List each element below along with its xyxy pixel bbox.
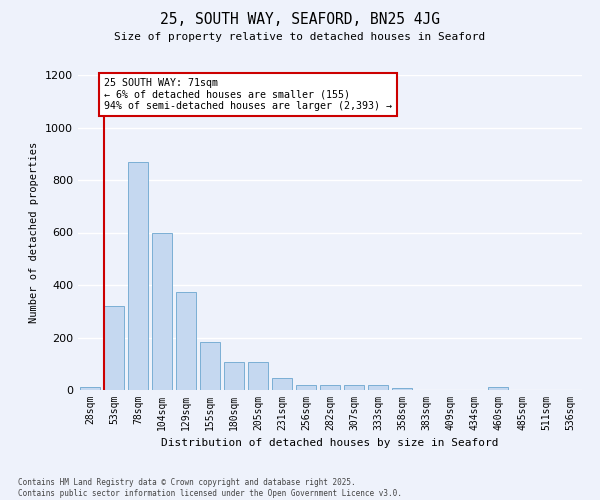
Bar <box>248 362 268 390</box>
Text: 25, SOUTH WAY, SEAFORD, BN25 4JG: 25, SOUTH WAY, SEAFORD, BN25 4JG <box>160 12 440 28</box>
Bar <box>104 306 124 390</box>
Bar <box>296 385 316 390</box>
Bar <box>80 387 100 390</box>
Bar <box>200 342 220 390</box>
Bar <box>488 387 508 390</box>
Bar <box>344 386 364 390</box>
Bar <box>320 386 340 390</box>
X-axis label: Distribution of detached houses by size in Seaford: Distribution of detached houses by size … <box>161 438 499 448</box>
Bar <box>128 162 148 390</box>
Bar <box>152 232 172 390</box>
Bar <box>272 378 292 390</box>
Bar <box>224 362 244 390</box>
Text: Size of property relative to detached houses in Seaford: Size of property relative to detached ho… <box>115 32 485 42</box>
Bar <box>392 388 412 390</box>
Y-axis label: Number of detached properties: Number of detached properties <box>29 142 40 323</box>
Text: 25 SOUTH WAY: 71sqm
← 6% of detached houses are smaller (155)
94% of semi-detach: 25 SOUTH WAY: 71sqm ← 6% of detached hou… <box>104 78 392 111</box>
Bar <box>368 385 388 390</box>
Bar <box>176 292 196 390</box>
Text: Contains HM Land Registry data © Crown copyright and database right 2025.
Contai: Contains HM Land Registry data © Crown c… <box>18 478 402 498</box>
